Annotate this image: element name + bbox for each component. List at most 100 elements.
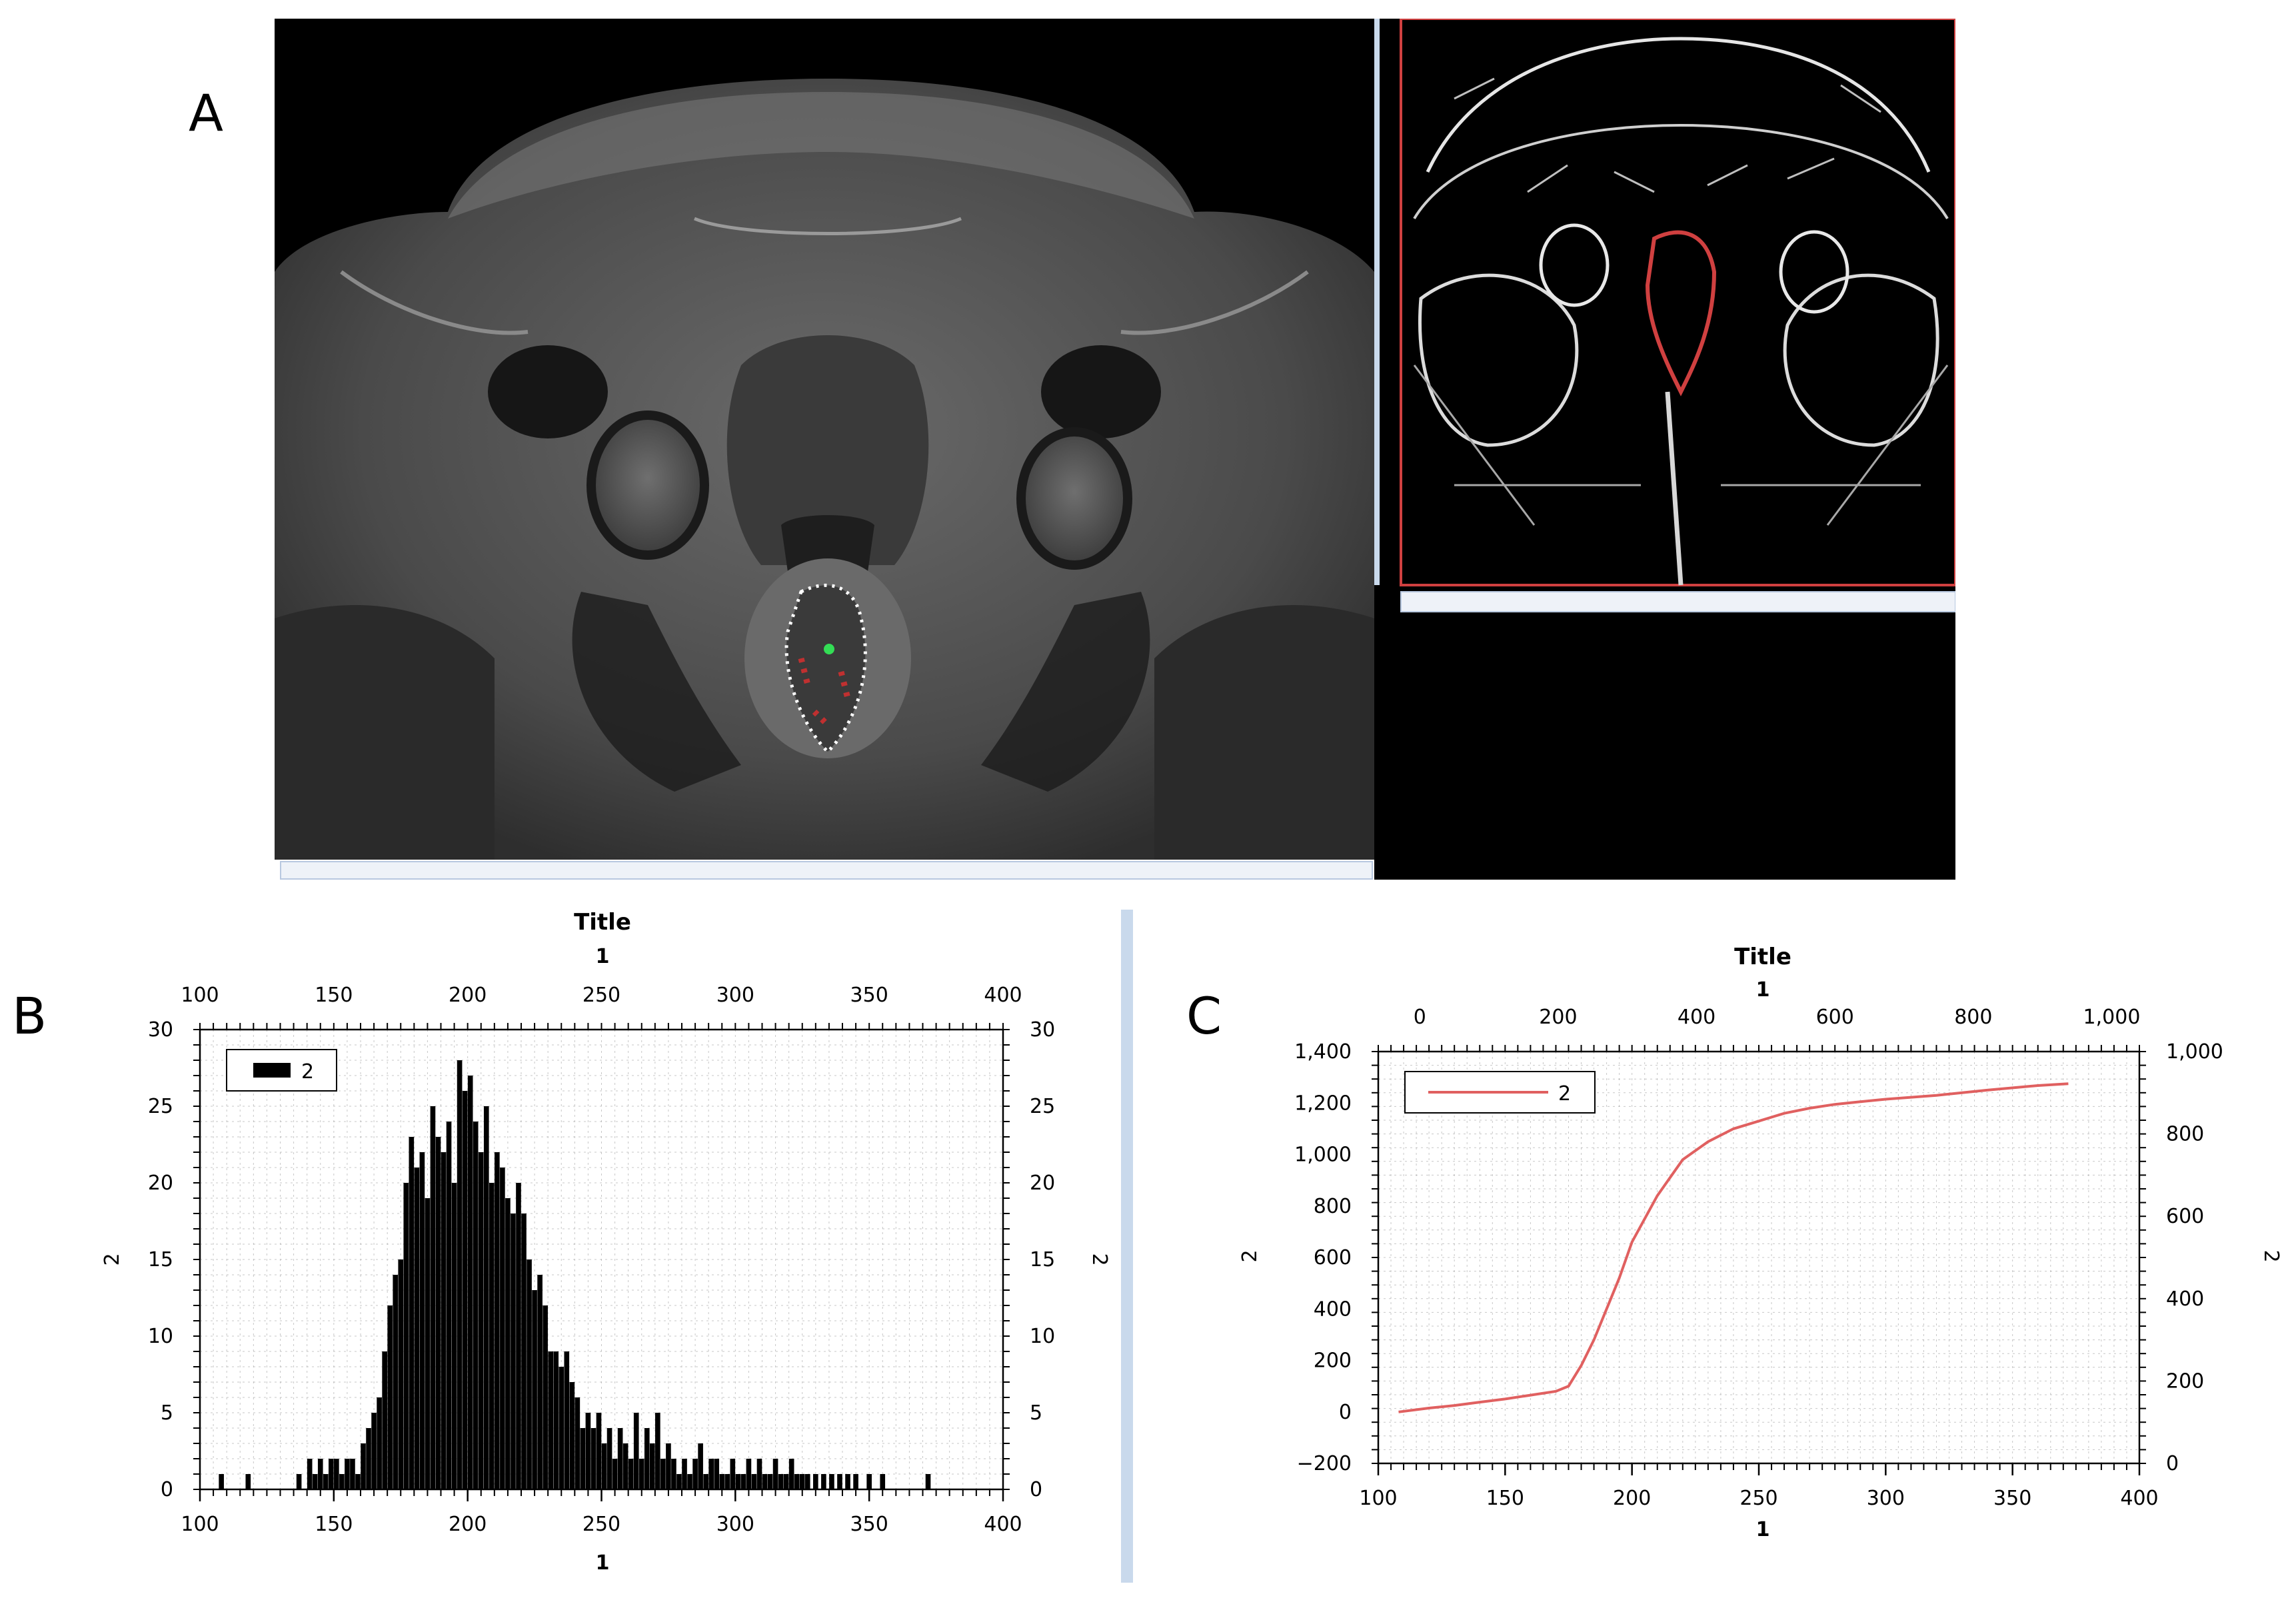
cumulative-top-tick-label: 800 [1954, 1006, 1992, 1029]
histogram-bar [345, 1459, 350, 1489]
histogram-bar [398, 1259, 404, 1489]
cumulative-title: Title [1734, 944, 1791, 970]
histogram-bar [751, 1474, 757, 1489]
histogram-bar [409, 1137, 415, 1489]
mri-axial-drawing [275, 79, 1374, 860]
histogram-top-tick-label: 150 [315, 984, 353, 1007]
chart-divider [1121, 910, 1133, 1583]
cumulative-y-tick-label: 1,000 [1294, 1144, 1352, 1167]
histogram-top-tick-label: 100 [181, 984, 219, 1007]
texture-map-drawing [1374, 17, 1957, 612]
histogram-bar [821, 1474, 826, 1489]
cumulative-x-tick-label: 100 [1359, 1487, 1397, 1510]
histogram-bar [687, 1474, 692, 1489]
histogram-bar [296, 1474, 302, 1489]
histogram-bar [772, 1459, 778, 1489]
histogram-bar [329, 1459, 334, 1489]
histogram-bar [219, 1474, 224, 1489]
texture-map-panel [1374, 17, 1957, 880]
cumulative-x-tick-label: 200 [1613, 1487, 1651, 1510]
histogram-y-tick-label: 25 [148, 1095, 173, 1118]
cumulative-x-tick-label: 400 [2120, 1487, 2158, 1510]
histogram-bar [783, 1474, 789, 1489]
histogram-bar [590, 1428, 596, 1489]
histogram-bar [245, 1474, 251, 1489]
histogram-bar [473, 1122, 479, 1489]
histogram-bar [612, 1459, 618, 1489]
histogram-bar [633, 1413, 639, 1489]
cumulative-y-tick-label: 400 [1314, 1297, 1352, 1321]
cumulative-x-tick-label: 300 [1867, 1487, 1905, 1510]
histogram-right-tick-label: 25 [1030, 1095, 1055, 1118]
cumulative-y-tick-label: 1,200 [1294, 1092, 1352, 1115]
histogram-x-tick-label: 150 [315, 1513, 353, 1536]
histogram-bar [500, 1168, 505, 1489]
cumulative-y-tick-label: 800 [1314, 1195, 1352, 1218]
histogram-bar [804, 1474, 810, 1489]
histogram-bar [564, 1351, 570, 1489]
histogram-bar [601, 1443, 607, 1489]
histogram-x-tick-label: 200 [449, 1513, 487, 1536]
histogram-right-tick-label: 0 [1030, 1478, 1042, 1501]
cumulative-right-tick-label: 400 [2166, 1287, 2204, 1311]
histogram-bar [425, 1198, 431, 1489]
histogram-bar [569, 1382, 575, 1489]
cumulative-top-tick-label: 400 [1678, 1006, 1716, 1029]
histogram-bar [527, 1259, 532, 1489]
cumulative-x-tick-label: 250 [1739, 1487, 1777, 1510]
histogram-bar [489, 1183, 495, 1489]
cumulative-right-tick-label: 0 [2166, 1452, 2179, 1475]
histogram-bar [617, 1428, 623, 1489]
histogram-bar [666, 1443, 671, 1489]
histogram-bar [756, 1459, 762, 1489]
histogram-bar [543, 1305, 548, 1489]
cumulative-legend-label: 2 [1558, 1082, 1571, 1106]
histogram-bar [361, 1443, 366, 1489]
cumulative-top-xlabel: 1 [1756, 978, 1770, 1002]
histogram-bar [714, 1459, 720, 1489]
histogram-bar [511, 1213, 516, 1489]
histogram-bar [580, 1428, 586, 1489]
histogram-bar [788, 1459, 794, 1489]
histogram-bar [521, 1213, 527, 1489]
histogram-x-tick-label: 400 [984, 1513, 1022, 1536]
histogram-bar [596, 1413, 602, 1489]
histogram-y-tick-label: 10 [148, 1325, 173, 1348]
panel-label-c: C [1186, 986, 1222, 1046]
histogram-right-tick-label: 15 [1030, 1248, 1055, 1271]
histogram-y-tick-label: 0 [161, 1478, 173, 1501]
histogram-bar [866, 1474, 872, 1489]
cumulative-y-tick-label: 0 [1339, 1401, 1352, 1424]
histogram-bar [553, 1351, 559, 1489]
histogram-bar [548, 1351, 553, 1489]
histogram-bar [366, 1428, 371, 1489]
histogram-y-tick-label: 5 [161, 1401, 173, 1425]
histogram-bar [323, 1474, 329, 1489]
mri-horizontal-scrollbar[interactable] [280, 861, 1373, 880]
histogram-bar [457, 1060, 463, 1489]
histogram-bar [377, 1397, 382, 1489]
histogram-bar [638, 1459, 644, 1489]
histogram-bar [724, 1474, 730, 1489]
histogram-ylabel: 2 [101, 1253, 124, 1265]
histogram-bar [880, 1474, 886, 1489]
histogram-bar [730, 1459, 736, 1489]
histogram-bar [574, 1397, 580, 1489]
cumulative-right-tick-label: 600 [2166, 1205, 2204, 1228]
histogram-y-tick-label: 15 [148, 1248, 173, 1271]
histogram-bar [382, 1351, 387, 1489]
cumulative-right-tick-label: 200 [2166, 1369, 2204, 1393]
histogram-x-tick-label: 250 [582, 1513, 620, 1536]
histogram-bar [430, 1106, 436, 1489]
histogram-y-tick-label: 20 [148, 1172, 173, 1195]
histogram-legend-swatch [253, 1063, 291, 1078]
histogram-bar [441, 1152, 447, 1489]
cumulative-y-tick-label: −200 [1297, 1452, 1352, 1475]
histogram-x-tick-label: 300 [716, 1513, 754, 1536]
histogram-title: Title [574, 909, 631, 936]
histogram-bar [446, 1122, 452, 1489]
cumulative-y-tick-label: 200 [1314, 1349, 1352, 1373]
histogram-bar [778, 1474, 784, 1489]
panel-label-a: A [189, 83, 223, 143]
